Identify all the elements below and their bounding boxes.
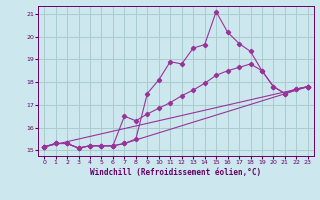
X-axis label: Windchill (Refroidissement éolien,°C): Windchill (Refroidissement éolien,°C): [91, 168, 261, 177]
